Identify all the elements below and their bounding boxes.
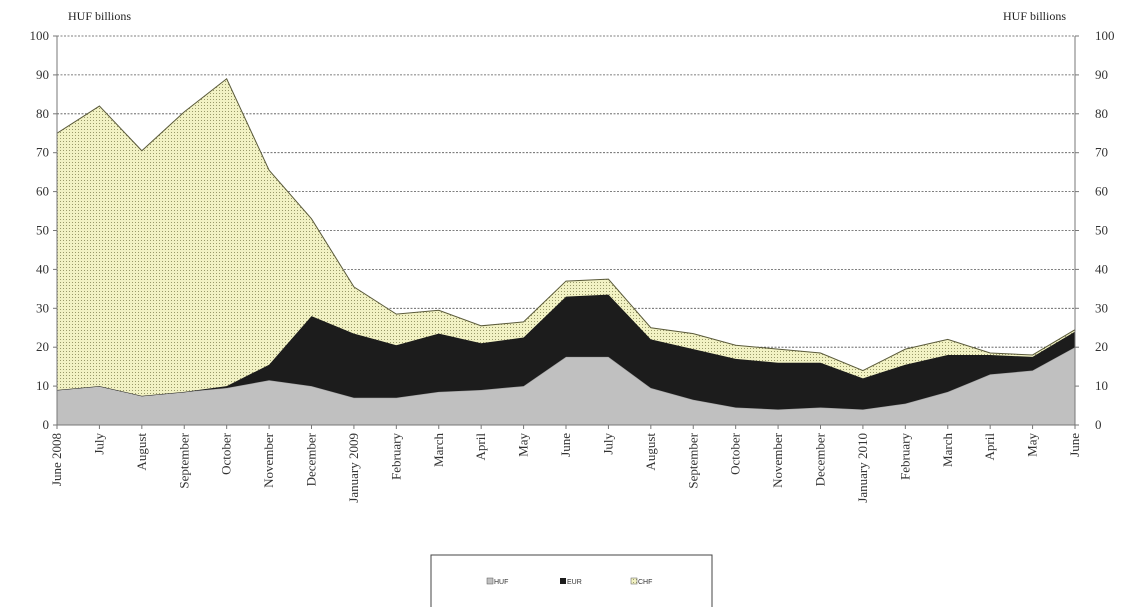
x-tick-label-19: January 2010 — [855, 433, 870, 503]
legend-swatch-chf — [630, 577, 638, 585]
y-tick-label-right-80: 80 — [1095, 106, 1108, 121]
x-tick-label-12: June — [558, 433, 573, 457]
y-tick-label-left-10: 10 — [36, 378, 49, 393]
y-axis-right-unit: HUF billions — [1003, 9, 1066, 23]
y-tick-label-right-20: 20 — [1095, 339, 1108, 354]
y-tick-label-right-40: 40 — [1095, 261, 1108, 276]
x-tick-label-2: August — [134, 433, 149, 471]
y-tick-label-left-100: 100 — [30, 28, 50, 43]
legend-box — [430, 554, 713, 607]
x-tick-label-9: March — [431, 433, 446, 467]
x-tick-label-0: June 2008 — [49, 433, 64, 486]
x-tick-label-18: December — [813, 432, 828, 486]
legend-swatch-eur — [560, 578, 566, 584]
x-tick-label-13: July — [600, 433, 615, 455]
legend-label-eur: EUR — [567, 579, 582, 586]
y-tick-label-left-30: 30 — [36, 300, 49, 315]
x-tick-label-14: August — [643, 433, 658, 471]
y-tick-label-left-40: 40 — [36, 261, 49, 276]
y-tick-label-right-0: 0 — [1095, 417, 1102, 432]
y-tick-label-left-60: 60 — [36, 184, 49, 199]
y-tick-label-right-30: 30 — [1095, 300, 1108, 315]
x-tick-label-23: May — [1025, 433, 1040, 457]
x-tick-label-10: April — [473, 433, 488, 461]
y-tick-label-left-20: 20 — [36, 339, 49, 354]
x-tick-label-6: December — [304, 432, 319, 486]
series-areas — [56, 78, 1076, 425]
x-tick-label-5: November — [261, 432, 276, 488]
area-edge-chf — [56, 78, 1076, 372]
x-tick-label-8: February — [388, 433, 403, 480]
y-tick-label-left-90: 90 — [36, 67, 49, 82]
y-tick-label-right-100: 100 — [1095, 28, 1115, 43]
y-tick-label-left-70: 70 — [36, 145, 49, 160]
y-tick-label-right-70: 70 — [1095, 145, 1108, 160]
legend-label-chf: CHF — [638, 579, 652, 586]
x-tick-label-20: February — [897, 433, 912, 480]
x-tick-label-16: October — [728, 432, 743, 475]
y-tick-label-left-0: 0 — [43, 417, 50, 432]
x-tick-label-11: May — [516, 433, 531, 457]
x-axis-category-labels: June 2008 July August September October Novem… — [49, 425, 1082, 503]
y-tick-label-right-90: 90 — [1095, 67, 1108, 82]
x-tick-label-22: April — [982, 433, 997, 461]
x-tick-label-7: January 2009 — [346, 433, 361, 503]
area-series-eur — [57, 294, 1075, 410]
x-tick-label-4: October — [219, 432, 234, 475]
y-tick-label-right-10: 10 — [1095, 378, 1108, 393]
x-tick-label-24: June — [1067, 433, 1082, 457]
x-tick-label-17: November — [770, 432, 785, 488]
y-tick-label-right-60: 60 — [1095, 184, 1108, 199]
y-tick-label-left-50: 50 — [36, 223, 49, 238]
y-axis-left-ticks: 0 10 20 30 40 50 60 70 80 90 100 — [30, 28, 57, 432]
legend-label-huf: HUF — [494, 579, 508, 586]
y-axis-left-unit: HUF billions — [68, 9, 131, 23]
y-tick-label-left-80: 80 — [36, 106, 49, 121]
x-tick-label-15: September — [685, 432, 700, 488]
area-series-huf — [57, 347, 1075, 425]
x-tick-label-3: September — [176, 432, 191, 488]
x-tick-label-21: March — [940, 433, 955, 467]
area-series-chf — [57, 78, 1075, 396]
y-axis-right-ticks: 0 10 20 30 40 50 60 70 80 90 100 — [1075, 28, 1115, 432]
legend-swatch-huf — [486, 577, 494, 585]
legend: HUF EUR CHF — [430, 554, 713, 607]
x-tick-label-1: July — [91, 433, 106, 455]
y-tick-label-right-50: 50 — [1095, 223, 1108, 238]
